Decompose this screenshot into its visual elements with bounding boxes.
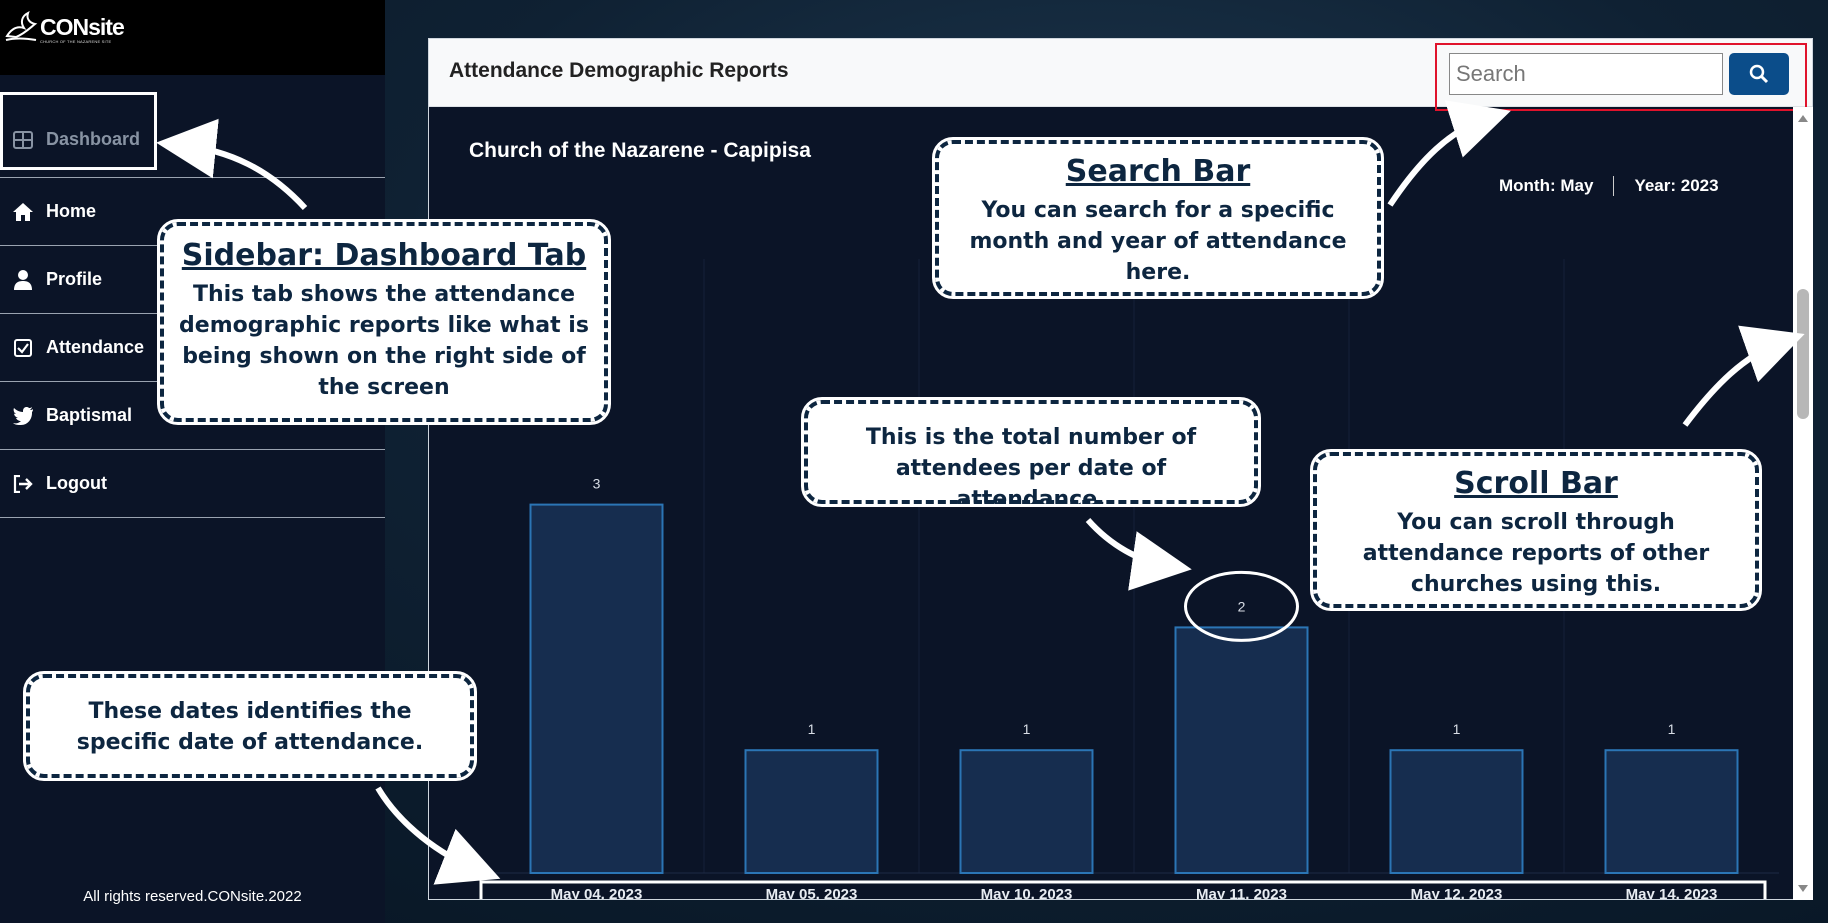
month-label: Month: May: [1499, 176, 1594, 195]
bar: [1174, 626, 1309, 874]
sidebar-item-label: Profile: [46, 269, 103, 289]
dove-flame-icon: [5, 11, 38, 41]
x-tick-label: May 11, 2023: [1196, 886, 1287, 899]
x-tick-label: May 10, 2023: [981, 886, 1073, 899]
checkbox-icon: [12, 337, 34, 359]
sidebar-item-logout[interactable]: Logout: [0, 450, 385, 518]
scroll-down-icon[interactable]: [1798, 885, 1808, 892]
callout-search: Search Bar You can search for a specific…: [932, 137, 1384, 299]
data-label: 1: [1668, 721, 1676, 737]
year-label: Year: 2023: [1634, 176, 1719, 195]
search-icon: [1749, 64, 1769, 84]
attendance-chart: 0 3 May 04, 2023 1 May 05, 2023 1 May 10, 2023…: [469, 219, 1799, 899]
callout-dates: These dates identifies the specific date…: [23, 671, 477, 781]
user-icon: [12, 269, 34, 291]
scroll-up-icon[interactable]: [1798, 115, 1808, 122]
y-tick-label: 0: [475, 866, 483, 882]
sidebar-item-label: Baptismal: [46, 405, 133, 425]
twitter-icon: [12, 405, 34, 427]
church-name: Church of the Nazarene - Capipisa: [469, 139, 811, 162]
dashboard-icon: [12, 129, 34, 151]
divider: [1613, 176, 1615, 196]
bar: [1389, 749, 1524, 875]
callout-text: These dates identifies the specific date…: [76, 699, 424, 755]
callout-title: Scroll Bar: [1454, 466, 1618, 501]
sidebar-item-label: Attendance: [46, 337, 145, 357]
data-label: 2: [1238, 598, 1246, 614]
x-tick-label: May 05, 2023: [766, 886, 858, 899]
x-tick-label: May 14, 2023: [1626, 886, 1718, 899]
brand-name: CONsite: [40, 14, 125, 40]
callout-total-attendees: This is the total number of attendees pe…: [801, 397, 1261, 512]
callout-sidebar: Sidebar: Dashboard Tab This tab shows th…: [157, 219, 611, 425]
logo-bar: CONsite CHURCH OF THE NAZARENE SITE: [0, 0, 385, 75]
bar: [959, 749, 1094, 875]
bar: [1604, 749, 1739, 875]
callout-title: Sidebar: Dashboard Tab: [181, 238, 587, 273]
data-label: 1: [808, 721, 816, 737]
dates-highlight-box: [479, 880, 1767, 899]
data-label: 1: [1453, 721, 1461, 737]
sidebar-item-label: Logout: [46, 473, 107, 493]
x-tick-label: May 12, 2023: [1411, 886, 1503, 899]
bar: [744, 749, 879, 875]
callout-text: You can search for a specific month and …: [969, 198, 1347, 285]
bar-chart-svg: 0 3 May 04, 2023 1 May 05, 2023 1 May 10, 2023…: [475, 259, 1779, 899]
sidebar: CONsite CHURCH OF THE NAZARENE SITE Dash…: [0, 0, 385, 923]
sidebar-item-baptismal[interactable]: Baptismal: [0, 382, 385, 450]
callout-text: You can scroll through attendance report…: [1362, 510, 1710, 597]
panel-header: Attendance Demographic Reports: [429, 39, 1812, 111]
footer-copyright: All rights reserved.CONsite.2022: [83, 888, 302, 905]
sidebar-item-label: Dashboard: [46, 129, 141, 149]
scroll-thumb[interactable]: [1797, 289, 1809, 419]
x-tick-label: May 04, 2023: [551, 886, 643, 899]
data-label: 3: [593, 476, 601, 492]
search-input[interactable]: [1449, 53, 1723, 95]
scrollbar[interactable]: [1793, 107, 1813, 900]
callout-text: This tab shows the attendance demographi…: [179, 282, 589, 400]
report-period: Month: May Year: 2023: [1499, 176, 1719, 196]
sidebar-item-label: Home: [46, 201, 97, 221]
callout-text: This is the total number of attendees pe…: [865, 425, 1197, 512]
search-button[interactable]: [1729, 53, 1789, 95]
home-icon: [12, 201, 34, 223]
sidebar-item-dashboard[interactable]: Dashboard: [0, 92, 385, 178]
brand-logo[interactable]: CONsite CHURCH OF THE NAZARENE SITE: [4, 10, 125, 44]
search-highlight-box: [1435, 43, 1807, 111]
callout-title: Search Bar: [1065, 154, 1251, 189]
value-highlight-circle: [1184, 570, 1299, 642]
logout-icon: [12, 473, 34, 495]
callout-scrollbar: Scroll Bar You can scroll through attend…: [1310, 449, 1762, 611]
data-label: 1: [1023, 721, 1031, 737]
brand-tagline: CHURCH OF THE NAZARENE SITE: [40, 39, 112, 44]
page-title: Attendance Demographic Reports: [449, 59, 789, 82]
bar: [529, 503, 664, 874]
